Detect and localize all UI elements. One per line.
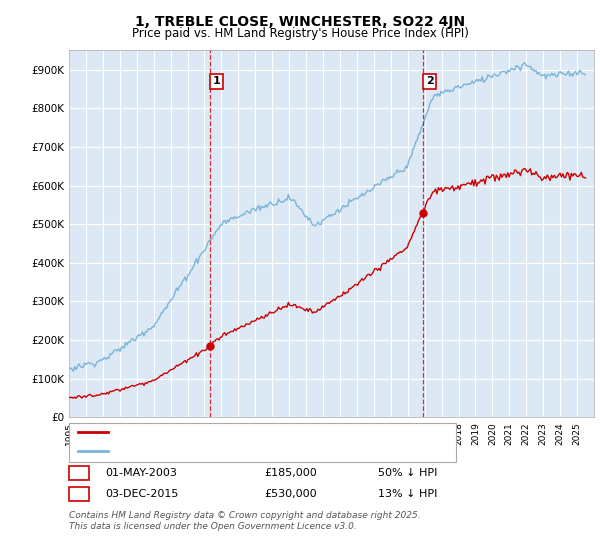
Text: This data is licensed under the Open Government Licence v3.0.: This data is licensed under the Open Gov…	[69, 522, 357, 531]
Text: 2: 2	[75, 489, 83, 499]
Text: 50% ↓ HPI: 50% ↓ HPI	[378, 468, 437, 478]
Text: 1: 1	[212, 76, 220, 86]
Text: 03-DEC-2015: 03-DEC-2015	[105, 489, 178, 499]
Text: £530,000: £530,000	[264, 489, 317, 499]
Text: 1: 1	[75, 468, 83, 478]
Text: 1, TREBLE CLOSE, WINCHESTER, SO22 4JN (detached house): 1, TREBLE CLOSE, WINCHESTER, SO22 4JN (d…	[114, 427, 430, 437]
Text: Contains HM Land Registry data © Crown copyright and database right 2025.: Contains HM Land Registry data © Crown c…	[69, 511, 421, 520]
Text: 1, TREBLE CLOSE, WINCHESTER, SO22 4JN: 1, TREBLE CLOSE, WINCHESTER, SO22 4JN	[135, 15, 465, 29]
Text: Price paid vs. HM Land Registry's House Price Index (HPI): Price paid vs. HM Land Registry's House …	[131, 27, 469, 40]
Text: 01-MAY-2003: 01-MAY-2003	[105, 468, 177, 478]
Text: HPI: Average price, detached house, Winchester: HPI: Average price, detached house, Winc…	[114, 446, 365, 456]
Text: 13% ↓ HPI: 13% ↓ HPI	[378, 489, 437, 499]
Text: £185,000: £185,000	[264, 468, 317, 478]
Text: 2: 2	[426, 76, 434, 86]
